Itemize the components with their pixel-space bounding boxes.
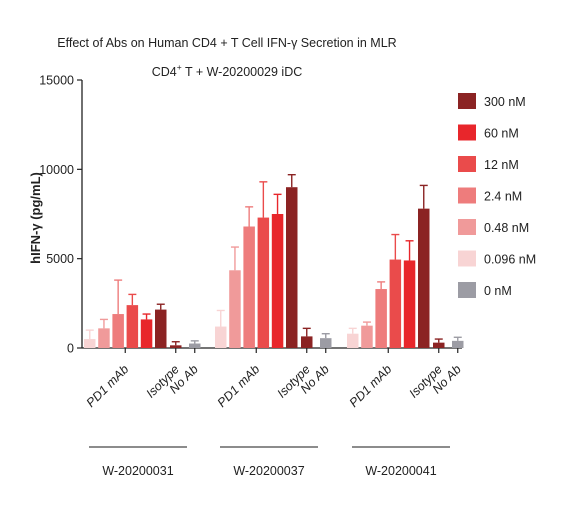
bar: [112, 314, 124, 348]
bar: [320, 338, 332, 348]
legend-swatch: [458, 124, 476, 141]
bar: [229, 270, 241, 348]
y-tick-label: 15000: [39, 74, 74, 88]
bar: [418, 208, 430, 348]
legend: 300 nM 60 nM 12 nM 2.4 nM 0.48 nM 0.096 nM 0 n…: [458, 93, 536, 298]
chart-subtitle: CD4+ T + W-20200029 iDC: [152, 62, 303, 79]
x-tick-label: PD1 mAb: [215, 362, 263, 410]
bar: [243, 226, 255, 348]
legend-swatch: [458, 156, 476, 172]
bar: [286, 187, 298, 348]
bar: [375, 289, 387, 348]
y-tick-label: 0: [67, 342, 74, 356]
legend-swatch: [458, 93, 476, 109]
bar: [301, 336, 313, 348]
bar: [257, 217, 270, 348]
group-label: W-20200031: [102, 464, 173, 478]
legend-label: 0.096 nM: [484, 253, 536, 267]
bar: [389, 259, 402, 348]
bar: [189, 343, 201, 348]
y-tick-label: 10000: [39, 163, 74, 177]
legend-label: 300 nM: [484, 95, 526, 109]
y-axis-label: hIFN-γ (pg/mL): [28, 172, 43, 264]
bar: [215, 326, 227, 348]
bar: [140, 319, 153, 348]
bar: [271, 214, 284, 348]
legend-label: 0.48 nM: [484, 221, 529, 235]
bar: [433, 342, 445, 348]
legend-label: 60 nM: [484, 127, 519, 141]
legend-swatch: [458, 282, 476, 298]
legend-swatch: [458, 219, 476, 235]
bar: [170, 345, 182, 348]
bar: [126, 305, 139, 348]
legend-swatch: [458, 250, 476, 267]
group-label: W-20200041: [365, 464, 436, 478]
bar: [98, 328, 110, 348]
bar: [452, 340, 464, 348]
legend-label: 2.4 nM: [484, 190, 522, 204]
group-label: W-20200037: [233, 464, 304, 478]
legend-label: 12 nM: [484, 158, 519, 172]
chart-title: Effect of Abs on Human CD4 + T Cell IFN-…: [57, 36, 396, 50]
bar: [361, 325, 373, 348]
bar: [155, 309, 167, 348]
y-tick-label: 5000: [46, 252, 74, 266]
bar: [347, 333, 359, 348]
subtitle-suffix: T + W-20200029 iDC: [182, 65, 303, 79]
legend-label: 0 nM: [484, 284, 512, 298]
subtitle-prefix: CD4: [152, 65, 177, 79]
bar: [403, 260, 416, 348]
bar: [84, 339, 96, 348]
legend-swatch: [458, 187, 476, 204]
x-tick-label: PD1 mAb: [84, 362, 132, 410]
x-tick-label: PD1 mAb: [347, 362, 395, 410]
subtitle-superscript: +: [177, 62, 182, 72]
